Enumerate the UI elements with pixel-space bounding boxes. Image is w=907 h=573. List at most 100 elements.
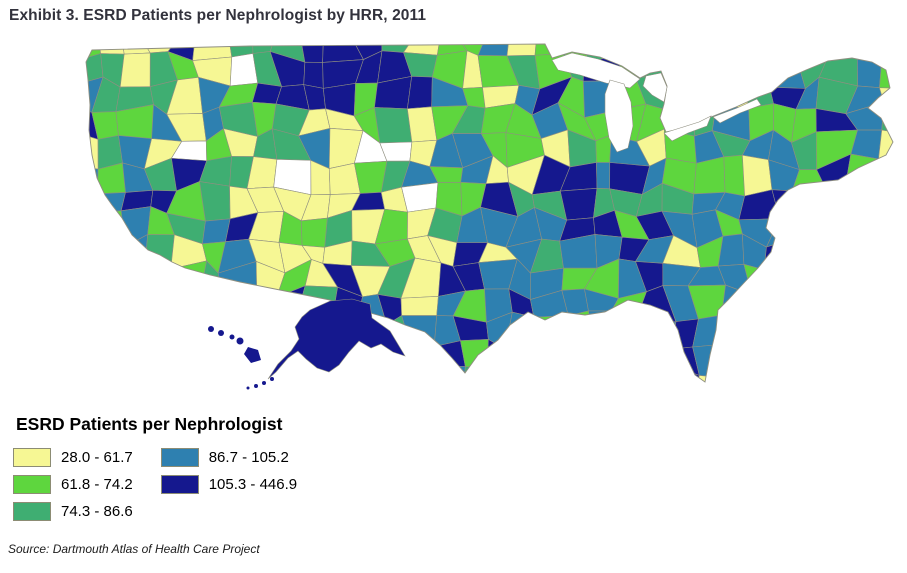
alaska xyxy=(267,298,406,380)
hrr-region xyxy=(426,365,466,382)
hrr-region xyxy=(881,101,893,135)
legend-item: 74.3 - 86.6 xyxy=(13,502,133,521)
legend-label: 86.7 - 105.2 xyxy=(208,449,289,466)
legend-item: 28.0 - 61.7 xyxy=(13,448,133,467)
hrr-region xyxy=(766,338,798,377)
hrr-region xyxy=(902,53,907,90)
hrr-region xyxy=(88,313,125,340)
hrr-region xyxy=(618,362,650,382)
legend-title: ESRD Patients per Nephrologist xyxy=(16,414,283,434)
hrr-region xyxy=(198,290,221,320)
hrr-region xyxy=(737,319,775,346)
hrr-region xyxy=(304,419,338,448)
hrr-region xyxy=(895,26,907,53)
hrr-region xyxy=(878,238,893,268)
hrr-region xyxy=(851,286,882,323)
hrr-region xyxy=(646,44,666,59)
hrr-region xyxy=(348,345,388,370)
hrr-region xyxy=(817,340,855,369)
hrr-region xyxy=(900,239,907,258)
hrr-region xyxy=(559,187,598,221)
hrr-region xyxy=(88,372,122,382)
hrr-region xyxy=(401,182,439,213)
legend-swatch xyxy=(13,475,51,494)
hawaii-island xyxy=(236,337,244,345)
hrr-region xyxy=(557,310,594,348)
hrr-region xyxy=(352,399,389,419)
hrr-region xyxy=(825,427,856,445)
lake-superior xyxy=(551,52,641,89)
hrr-region xyxy=(799,289,831,324)
hrr-region xyxy=(635,363,669,382)
hrr-region xyxy=(141,336,177,377)
hrr-region xyxy=(506,361,541,382)
hrr-region xyxy=(535,336,569,373)
hrr-region xyxy=(857,52,883,89)
legend-label: 61.8 - 74.2 xyxy=(61,476,133,493)
hrr-region xyxy=(118,293,152,326)
hrr-region xyxy=(721,53,746,92)
hrr-region xyxy=(90,259,120,299)
lake-erie xyxy=(663,115,712,142)
hrr-region xyxy=(638,427,675,446)
hrr-region xyxy=(844,265,880,297)
hrr-region xyxy=(816,363,858,382)
hrr-region xyxy=(765,44,801,61)
hrr-region xyxy=(873,392,895,425)
hrr-region xyxy=(329,364,362,382)
hrr-region xyxy=(557,345,594,379)
hrr-region xyxy=(88,293,125,326)
hrr-region xyxy=(581,344,623,379)
hrr-region xyxy=(533,315,569,348)
hrr-region xyxy=(790,393,831,429)
hrr-region xyxy=(829,261,854,297)
hrr-region xyxy=(687,44,724,63)
legend-label: 105.3 - 446.9 xyxy=(208,476,298,493)
hrr-region xyxy=(692,391,725,424)
hrr-region xyxy=(899,106,907,139)
hrr-region xyxy=(902,134,907,160)
hrr-region xyxy=(872,336,893,375)
hrr-region xyxy=(506,44,538,57)
hrr-region xyxy=(798,235,832,262)
hrr-region xyxy=(487,338,507,377)
hrr-region xyxy=(379,394,412,422)
hrr-region xyxy=(460,339,489,369)
hrr-region xyxy=(86,206,101,247)
hrr-region xyxy=(303,61,324,89)
hrr-region xyxy=(744,344,771,375)
hrr-region xyxy=(427,390,464,430)
hrr-region xyxy=(86,265,98,299)
hrr-region xyxy=(843,194,884,222)
legend-item: 86.7 - 105.2 xyxy=(160,448,297,467)
hrr-region xyxy=(379,419,412,451)
hrr-region xyxy=(322,44,364,63)
hrr-region xyxy=(902,258,907,298)
hrr-region xyxy=(687,54,724,89)
hrr-region xyxy=(868,286,893,326)
hrr-region xyxy=(454,390,490,430)
hrr-region xyxy=(535,361,569,382)
hrr-region xyxy=(612,336,650,376)
hrr-region xyxy=(540,388,570,418)
hrr-region xyxy=(795,338,826,377)
hrr-region xyxy=(766,285,805,322)
hrr-region xyxy=(222,343,251,376)
hrr-region xyxy=(660,51,703,89)
hrr-region xyxy=(742,154,773,197)
hrr-region xyxy=(300,217,328,248)
hrr-region xyxy=(588,310,614,347)
hrr-region xyxy=(720,44,754,66)
hrr-region xyxy=(219,287,258,320)
hrr-region xyxy=(645,336,672,376)
hrr-region xyxy=(765,50,806,89)
hrr-region xyxy=(789,363,826,382)
hrr-region xyxy=(763,261,805,293)
hawaii-island xyxy=(208,326,214,332)
hrr-region xyxy=(144,266,172,299)
hrr-region xyxy=(401,365,438,382)
hrr-region xyxy=(691,375,717,382)
hrr-region xyxy=(256,286,284,321)
hrr-region xyxy=(401,315,438,351)
